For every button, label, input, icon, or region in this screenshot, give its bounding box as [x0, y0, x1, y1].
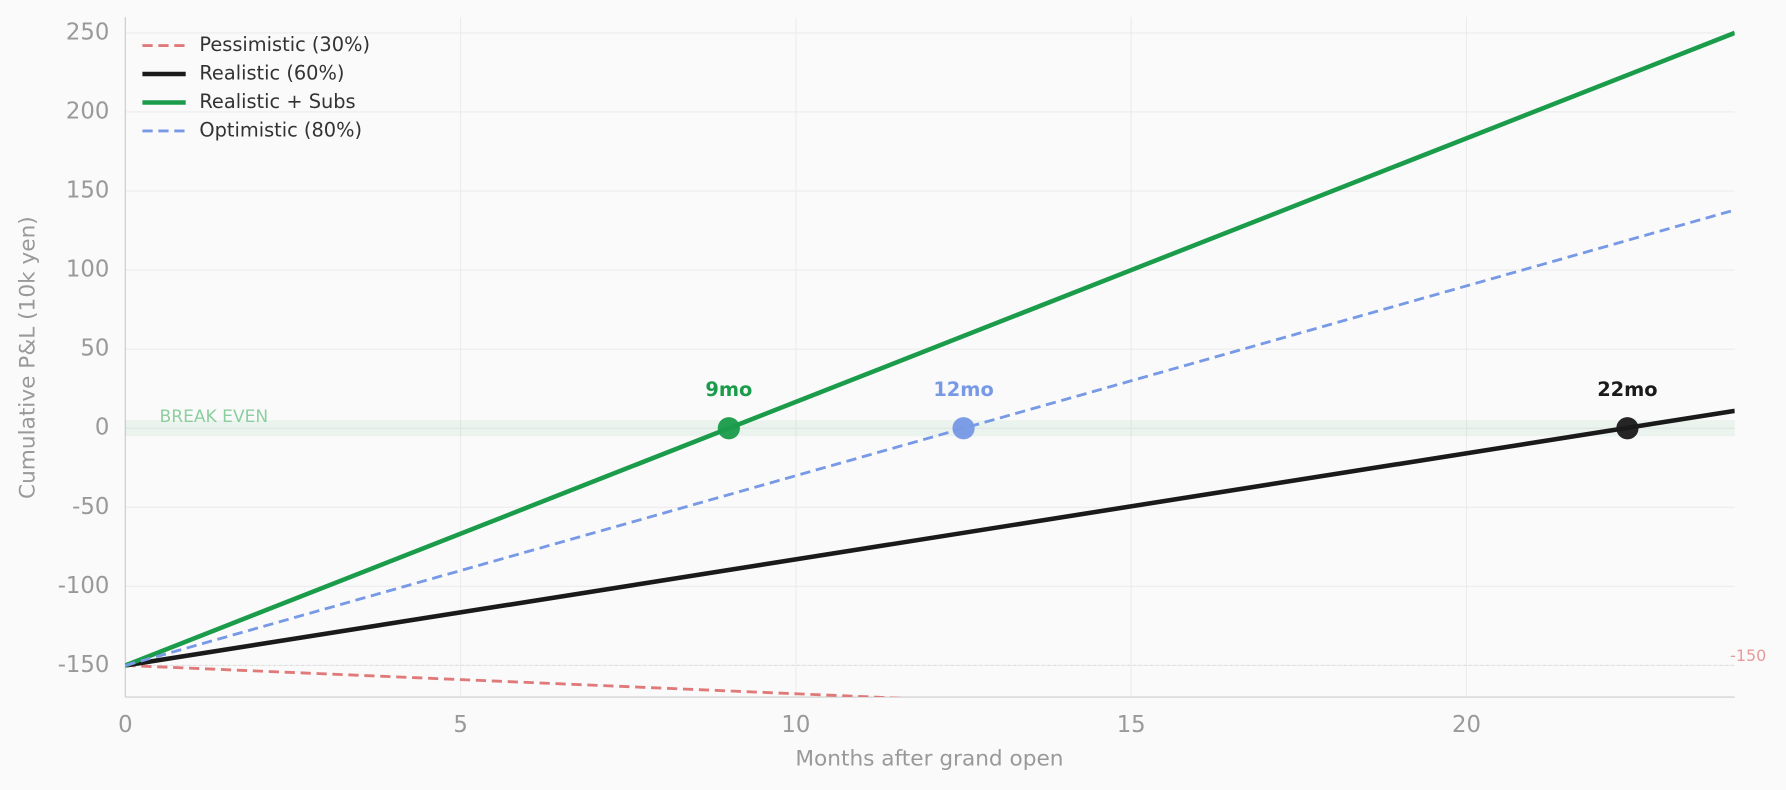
break-even-marker	[1616, 417, 1639, 440]
y-axis-label: Cumulative P&L (10k yen)	[16, 216, 41, 499]
y-tick-label: -150	[58, 652, 110, 678]
y-tick-label: -100	[58, 573, 110, 599]
series-line	[125, 664, 908, 698]
series-line	[125, 408, 1735, 668]
break-even-marker	[952, 417, 975, 440]
x-axis-label: Months after grand open	[795, 747, 1063, 772]
x-tick-label: 15	[1117, 712, 1146, 738]
x-tick-label: 5	[453, 712, 467, 738]
x-tick-label: 0	[118, 712, 132, 738]
y-tick-label: 250	[66, 19, 109, 45]
y-tick-label: 200	[66, 98, 109, 124]
y-tick-label: -50	[72, 494, 109, 520]
break-even-label: BREAK EVEN	[159, 407, 268, 427]
x-tick-label: 20	[1452, 712, 1481, 738]
series-line	[125, 30, 1735, 668]
legend-label: Realistic + Subs	[199, 90, 355, 113]
break-even-band	[125, 420, 1735, 437]
break-even-point-label: 22mo	[1597, 378, 1657, 401]
legend-label: Optimistic (80%)	[199, 118, 362, 141]
series-line	[125, 208, 1735, 667]
break-even-point-label: 9mo	[705, 378, 752, 401]
y-tick-label: 50	[80, 336, 109, 362]
reference-label: -150	[1730, 646, 1766, 665]
y-tick-label: 0	[95, 415, 109, 441]
y-tick-label: 100	[66, 257, 109, 283]
x-tick-label: 10	[781, 712, 810, 738]
break-even-marker	[717, 417, 740, 440]
break-even-point-label: 12mo	[933, 378, 993, 401]
legend-label: Pessimistic (30%)	[199, 33, 370, 56]
plot-area	[125, 30, 1735, 698]
y-tick-label: 150	[66, 178, 109, 204]
legend-label: Realistic (60%)	[199, 62, 344, 85]
